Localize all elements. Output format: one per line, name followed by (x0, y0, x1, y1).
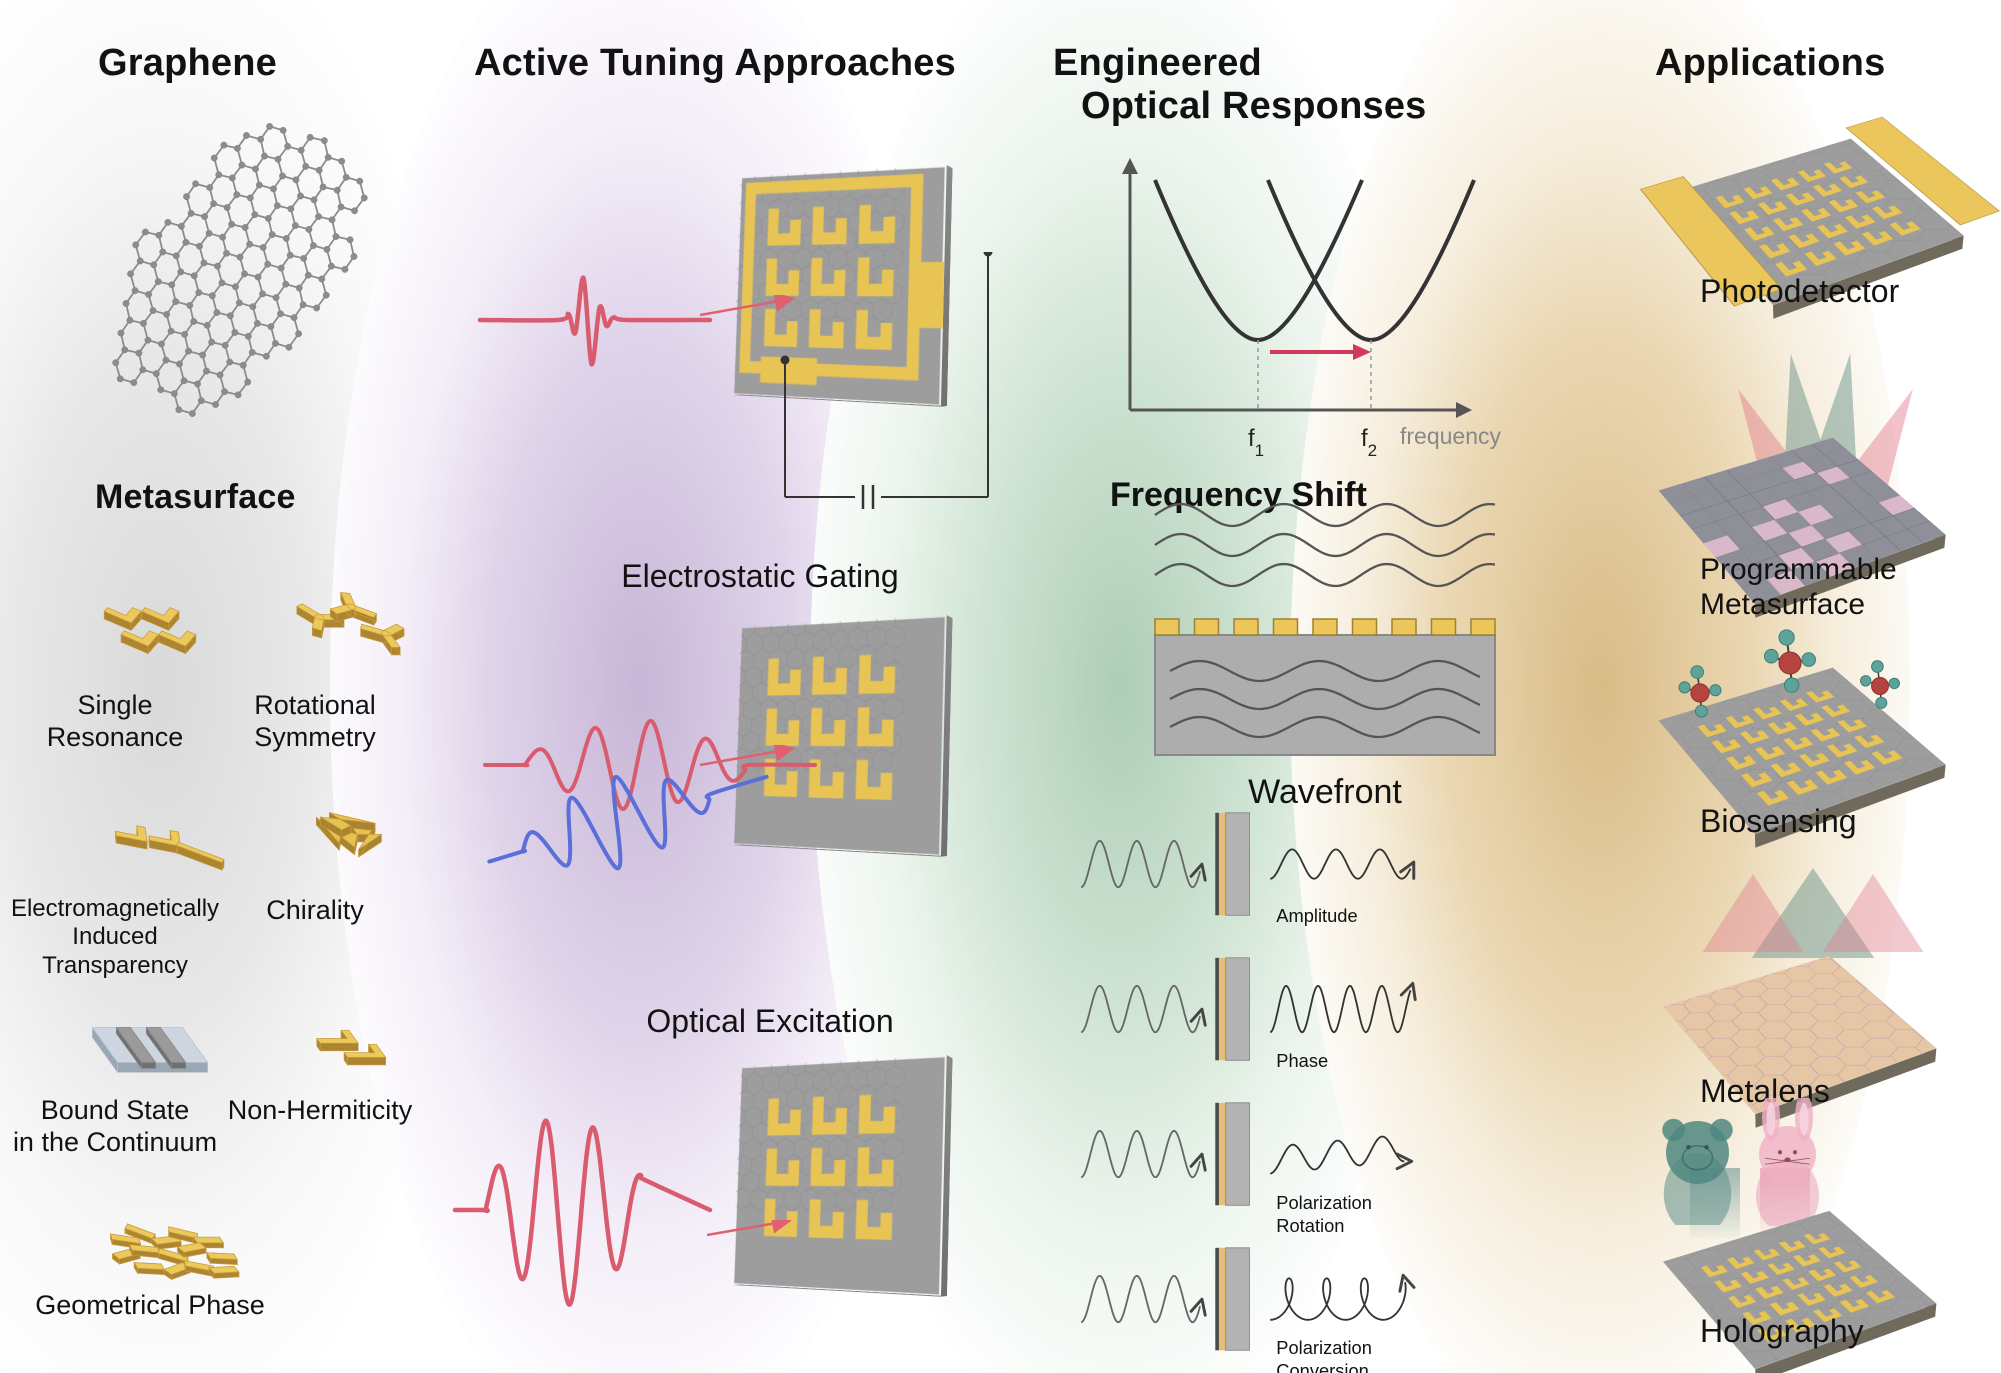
svg-text:f2: f2 (1361, 425, 1377, 460)
svg-text:Phase: Phase (1276, 1050, 1328, 1071)
svg-text:frequency: frequency (1400, 423, 1502, 449)
svg-text:Polarization: Polarization (1276, 1337, 1372, 1358)
svg-text:Polarization: Polarization (1276, 1192, 1372, 1213)
svg-text:Conversion: Conversion (1276, 1360, 1369, 1373)
svg-text:Rotation: Rotation (1276, 1215, 1344, 1236)
svg-text:Amplitude: Amplitude (1276, 905, 1357, 926)
svg-text:f1: f1 (1248, 425, 1264, 460)
